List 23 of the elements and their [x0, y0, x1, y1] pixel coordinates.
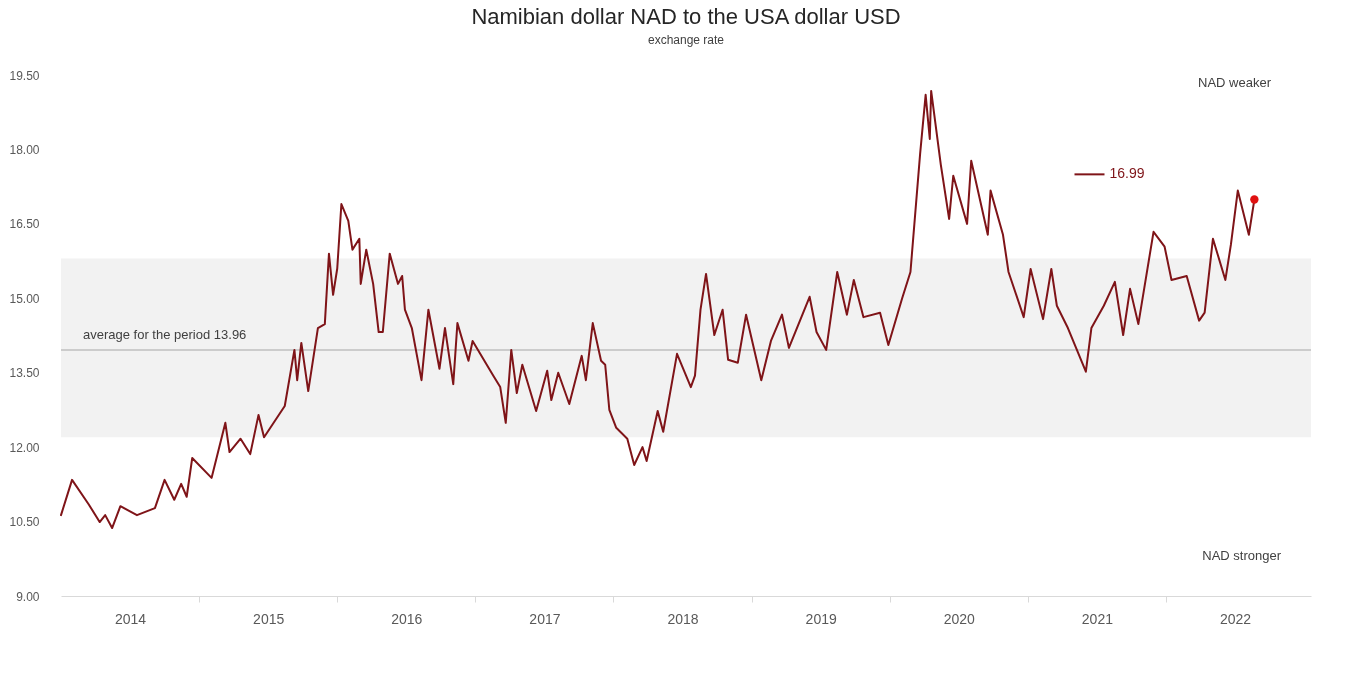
x-tick-label: 2018	[667, 610, 699, 627]
x-tick-label: 2014	[114, 610, 147, 627]
y-tick-label: 19.50	[9, 68, 40, 83]
y-tick-label: 12.00	[9, 440, 40, 455]
legend-label: 16.99	[1109, 165, 1145, 182]
x-tick-label: 2019	[805, 610, 837, 627]
annotation: NAD stronger	[1202, 548, 1282, 563]
y-tick-label: 9.00	[16, 589, 40, 604]
y-tick-label: 13.50	[9, 366, 40, 381]
x-tick-label: 2020	[943, 610, 976, 627]
annotation: NAD weaker	[1198, 75, 1272, 90]
chart-subtitle: exchange rate	[647, 33, 725, 47]
chart-title: Namibian dollar NAD to the USA dollar USD	[471, 4, 901, 29]
ref-line-label: average for the period 13.96	[83, 326, 247, 342]
x-tick-label: 2016	[391, 610, 423, 627]
y-tick-label: 18.00	[9, 142, 40, 157]
y-tick-label: 15.00	[9, 291, 40, 306]
x-tick-label: 2021	[1081, 610, 1114, 627]
y-tick-label: 16.50	[9, 217, 40, 232]
x-tick-label: 2017	[529, 610, 561, 627]
x-tick-label: 2015	[253, 610, 285, 627]
x-tick-label: 2022	[1219, 610, 1252, 627]
y-tick-label: 10.50	[9, 515, 40, 530]
